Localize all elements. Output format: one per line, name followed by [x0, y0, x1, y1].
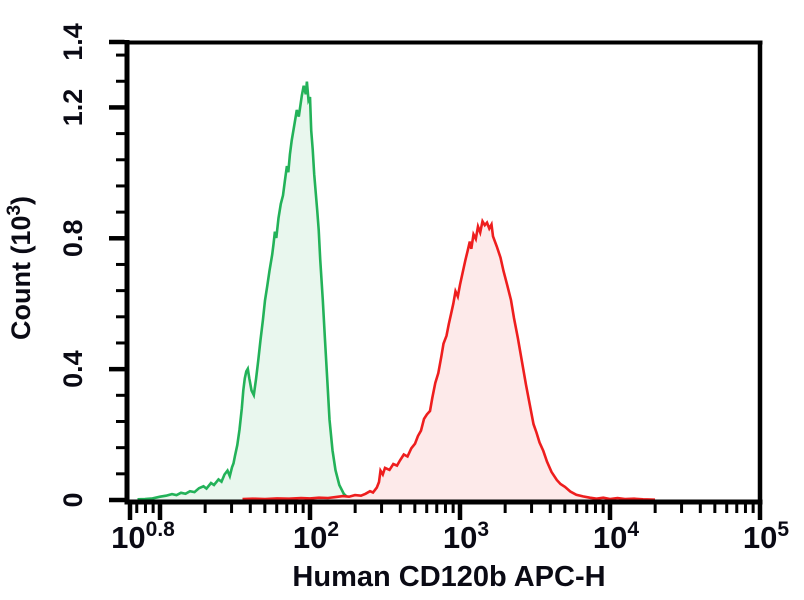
- y-tick-label-0.4: 0.4: [58, 350, 88, 388]
- series-layer: [137, 81, 656, 501]
- y-tick-label-0.8: 0.8: [58, 220, 88, 258]
- axis-tick-labels: 0 0.4 0.8 1.2 1.4 100.8 102 103 104 105: [58, 23, 789, 555]
- x-tick-label-10^4: 104: [593, 518, 639, 555]
- red-cd120b-histogram-fill: [242, 221, 655, 501]
- x-tick-label-10^2: 102: [293, 518, 339, 555]
- x-tick-label-10^0.8: 100.8: [111, 518, 175, 555]
- red-cd120b-histogram-outline: [242, 217, 656, 501]
- plot-border: [124, 40, 763, 505]
- x-axis-title: Human CD120b APC-H: [292, 561, 605, 593]
- green-control-histogram-outline: [137, 81, 360, 501]
- y-tick-label-1.4: 1.4: [58, 23, 88, 61]
- green-control-histogram-fill: [137, 81, 360, 500]
- y-axis-title-text: Count (103): [4, 196, 36, 340]
- x-tick-label-10^3: 103: [443, 518, 489, 555]
- y-axis-title: Count (103): [4, 196, 36, 340]
- y-tick-label-1.2: 1.2: [58, 89, 88, 127]
- y-tick-label-0: 0: [58, 492, 88, 507]
- x-tick-label-10^5: 105: [743, 518, 789, 555]
- axis-ticks: [109, 39, 763, 520]
